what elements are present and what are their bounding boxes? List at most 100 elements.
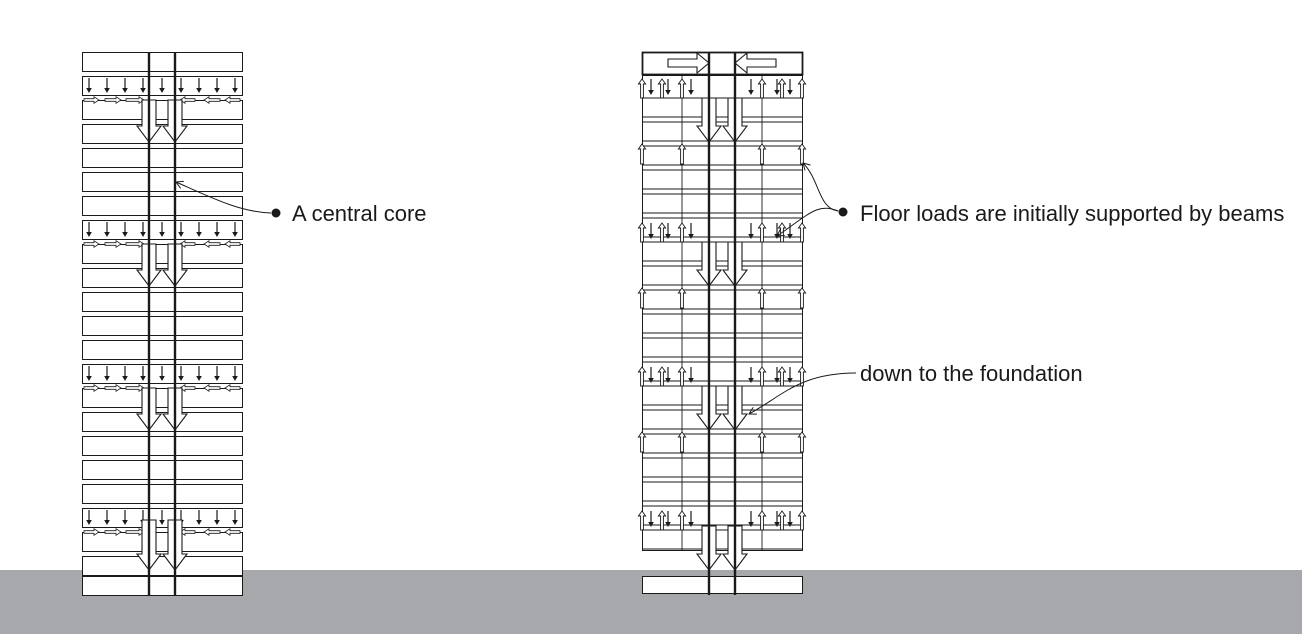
down-arrow-head [159,520,165,525]
floor-slab [82,172,243,192]
beam-support-arrow [757,431,767,453]
down-arrow-head [140,88,146,93]
roof-transfer-arrow [667,51,710,75]
down-arrow-head [665,90,671,95]
down-arrow-head [648,234,654,239]
slab-transfer-arrow [104,95,122,105]
down-arrow-head [787,234,793,239]
down-arrow-head [122,376,128,381]
down-arrow-head [748,90,754,95]
beam-support-arrow [797,431,807,453]
annotation-floor-beams-label: Floor loads are initially supported by b… [860,201,1284,226]
floor-slab [82,196,243,216]
foundation-slab [642,576,803,594]
beam-support-arrow [677,366,687,387]
down-arrow-head [214,520,220,525]
down-arrow-head [648,522,654,527]
down-arrow-head [196,376,202,381]
down-arrow-head [688,378,694,383]
floor-slab [82,100,243,120]
down-arrow-head [178,88,184,93]
down-arrow-head [748,378,754,383]
slab-transfer-arrow [224,239,241,249]
slab-transfer-arrow [104,527,122,537]
down-arrow-head [104,520,110,525]
left-building-core-diagram [82,52,243,596]
floor-slab [82,412,243,432]
down-arrow-head [232,376,238,381]
down-arrow-head [232,520,238,525]
down-arrow-head [86,376,92,381]
down-arrow-head [748,522,754,527]
annotation-foundation-label: down to the foundation [860,361,1083,386]
down-arrow-head [104,232,110,237]
beam-support-arrow [677,222,687,243]
slab-transfer-arrow [83,383,100,393]
floor-slab [82,460,243,480]
beam-support-arrow [757,287,767,309]
beam-support-arrow [637,222,647,243]
down-arrow-head [196,520,202,525]
beam-support-arrow [677,78,687,99]
beam-support-arrow [657,78,667,99]
slab-transfer-arrow [83,95,100,105]
beam-support-arrow [657,366,667,387]
annotation-central-core: A central core [176,182,427,226]
down-arrow-head [104,88,110,93]
beam-support-arrow [757,510,767,531]
beam-support-arrow [757,143,767,165]
down-arrow-head [688,522,694,527]
slab-transfer-arrow [104,239,122,249]
beam-support-arrow [797,366,807,387]
floor-slab [82,148,243,168]
down-arrow-head [140,376,146,381]
down-arrow-head [774,90,780,95]
right-building-beam-diagram [637,51,807,595]
beam-support-arrow [797,222,807,243]
floor-slab [82,292,243,312]
beam-support-arrow [757,222,767,243]
floor-slab [82,244,243,264]
beam-support-arrow [797,287,807,309]
beam-support-arrow [777,366,787,387]
beam-support-arrow [637,510,647,531]
slab-transfer-arrow [203,239,221,249]
beam-support-arrow [797,143,807,165]
down-arrow-head [140,232,146,237]
slab-transfer-arrow [224,527,241,537]
down-arrow-head [159,376,165,381]
beam-support-arrow [637,431,647,453]
down-arrow-head [214,232,220,237]
down-arrow-head [232,88,238,93]
floor-slab [82,52,243,72]
down-arrow-head [665,378,671,383]
slab-transfer-arrow [203,527,221,537]
down-arrow-head [748,234,754,239]
beam-support-arrow [797,78,807,99]
down-arrow-head [648,90,654,95]
down-arrow-head [787,522,793,527]
floor-slab [82,268,243,288]
beam-support-arrow [657,222,667,243]
floor-slab [82,532,243,552]
down-arrow-head [774,522,780,527]
slab-transfer-arrow [83,239,100,249]
floor-slab [82,484,243,504]
floor-slab [82,316,243,336]
beam-support-arrow [637,287,647,309]
beam-support-arrow [637,78,647,99]
down-arrow-head [214,376,220,381]
down-arrow-head [787,90,793,95]
down-arrow-head [178,376,184,381]
beam-support-arrow [757,78,767,99]
beam-support-arrow [777,78,787,99]
slab-transfer-arrow [224,383,241,393]
beam-support-arrow [797,510,807,531]
slab-transfer-arrow [203,383,221,393]
beam-support-arrow [637,143,647,165]
down-arrow-head [122,88,128,93]
beam-support-arrow [777,510,787,531]
roof-transfer-arrow [734,51,777,75]
down-arrow-head [159,88,165,93]
